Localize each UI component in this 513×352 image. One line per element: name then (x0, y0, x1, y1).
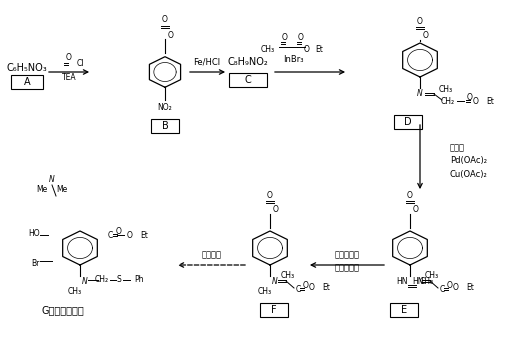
Text: C: C (107, 232, 113, 240)
Text: O: O (309, 283, 315, 293)
Text: CH₃: CH₃ (425, 271, 439, 281)
Text: HO: HO (28, 228, 40, 238)
Text: Et: Et (315, 44, 323, 54)
Text: Cl: Cl (77, 58, 85, 68)
Text: O: O (282, 32, 288, 42)
Text: Fe/HCl: Fe/HCl (193, 57, 221, 67)
Text: O: O (304, 44, 310, 54)
Text: B: B (162, 121, 168, 131)
Text: HN: HN (412, 277, 424, 287)
Text: CH₃: CH₃ (439, 84, 453, 94)
Text: O: O (473, 96, 479, 106)
Text: D: D (404, 117, 412, 127)
Text: CH₃: CH₃ (261, 44, 275, 54)
Text: Et: Et (322, 283, 330, 293)
Text: C₆H₅NO₃: C₆H₅NO₃ (7, 63, 47, 73)
Text: C: C (245, 75, 251, 85)
Text: TEA: TEA (62, 73, 76, 82)
Text: O: O (298, 32, 304, 42)
Text: CH₂: CH₂ (441, 98, 455, 107)
Bar (394, 115, 422, 129)
Text: Et: Et (486, 96, 494, 106)
Text: O: O (162, 15, 168, 25)
Text: 多步反应: 多步反应 (202, 251, 222, 259)
Text: O: O (168, 31, 174, 39)
Text: N: N (272, 277, 278, 287)
Text: A: A (24, 77, 30, 87)
Text: 碳酸钾: 碳酸钾 (450, 144, 465, 152)
Text: O: O (467, 94, 473, 102)
Text: S: S (116, 276, 122, 284)
Text: N: N (82, 277, 88, 285)
Text: Pd(OAc)₂: Pd(OAc)₂ (450, 157, 487, 165)
Text: CH₃: CH₃ (420, 277, 434, 285)
Text: Me: Me (56, 186, 68, 195)
Text: CH₃: CH₃ (258, 287, 272, 295)
Bar (260, 303, 288, 317)
Text: O: O (413, 206, 419, 214)
Text: O: O (447, 282, 453, 290)
Text: O: O (66, 54, 72, 63)
Bar (390, 303, 418, 317)
Text: O: O (453, 283, 459, 293)
Text: O: O (423, 31, 429, 40)
Text: Br: Br (32, 258, 40, 268)
Bar (11, 75, 43, 89)
Bar (229, 73, 267, 87)
Text: O: O (407, 191, 413, 201)
Text: O: O (303, 282, 309, 290)
Text: Cu(OAc)₂: Cu(OAc)₂ (450, 170, 488, 178)
Text: C: C (439, 285, 445, 295)
Text: C: C (295, 285, 301, 295)
Text: O: O (273, 206, 279, 214)
Text: Me: Me (36, 186, 48, 195)
Text: Et: Et (466, 283, 474, 293)
Text: 无水碳酸钾: 无水碳酸钾 (334, 251, 360, 259)
Text: F: F (271, 305, 277, 315)
Text: O: O (267, 191, 273, 201)
Text: NO₂: NO₂ (157, 103, 172, 113)
Text: Ph: Ph (134, 276, 144, 284)
Text: HN: HN (396, 277, 408, 287)
Text: CH₃: CH₃ (281, 271, 295, 281)
Text: 硫酸二乙酯: 硫酸二乙酯 (334, 264, 360, 272)
Text: O: O (116, 227, 122, 237)
Text: CH₃: CH₃ (68, 287, 82, 295)
Bar (151, 119, 179, 133)
Text: CH₂: CH₂ (95, 276, 109, 284)
Text: InBr₃: InBr₃ (283, 55, 303, 63)
Text: O: O (127, 231, 133, 239)
Text: C₈H₉NO₂: C₈H₉NO₂ (228, 57, 268, 67)
Text: E: E (401, 305, 407, 315)
Text: N: N (49, 176, 55, 184)
Text: G（阿比多尔）: G（阿比多尔） (42, 305, 85, 315)
Text: Et: Et (140, 231, 148, 239)
Text: O: O (417, 18, 423, 26)
Text: N: N (417, 89, 423, 99)
